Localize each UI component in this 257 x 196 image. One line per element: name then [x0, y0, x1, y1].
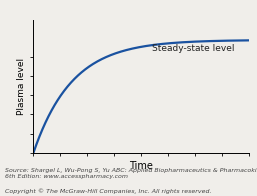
Text: Copyright © The McGraw-Hill Companies, Inc. All rights reserved.: Copyright © The McGraw-Hill Companies, I… — [5, 188, 212, 194]
Text: Steady-state level: Steady-state level — [152, 44, 235, 53]
Y-axis label: Plasma level: Plasma level — [17, 58, 26, 115]
Text: Source: Shargel L, Wu-Pong S, Yu ABC: Applied Biopharmaceutics & Pharmacokinetic: Source: Shargel L, Wu-Pong S, Yu ABC: Ap… — [5, 168, 257, 179]
X-axis label: Time: Time — [130, 161, 153, 171]
